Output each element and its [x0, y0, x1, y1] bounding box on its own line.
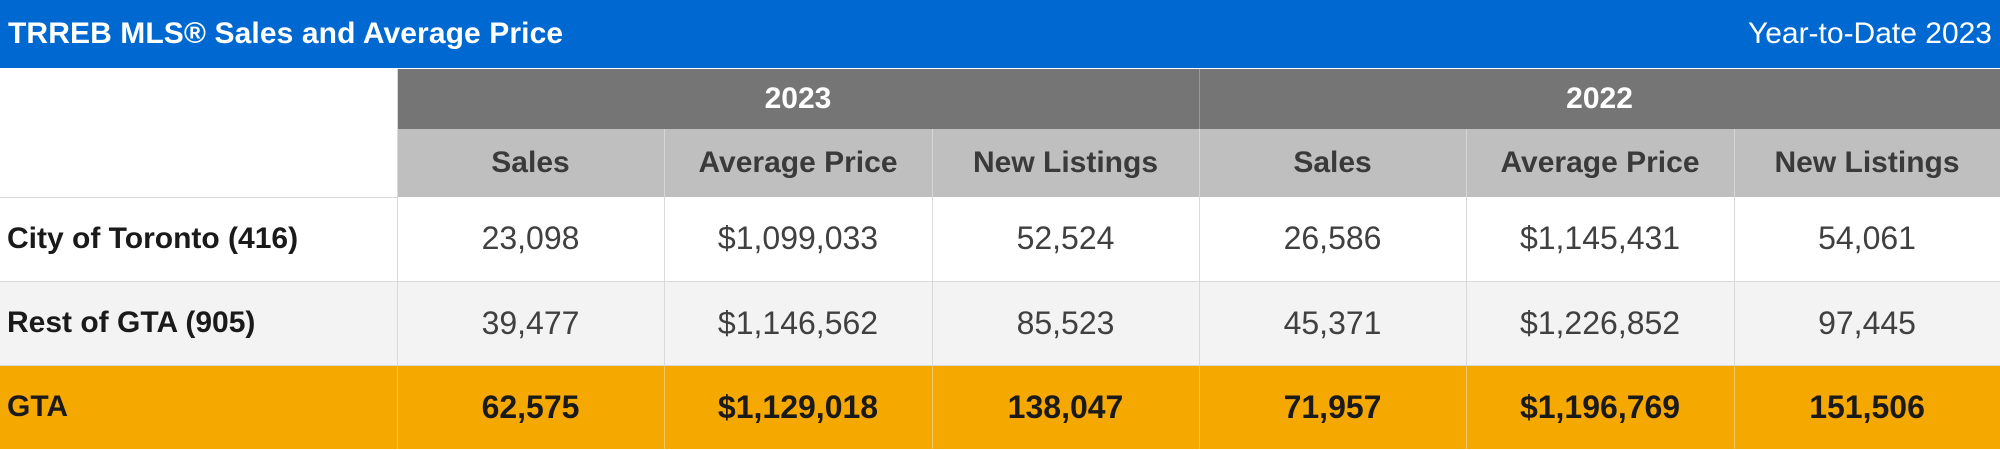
- table-row-gta-total: GTA 62,575 $1,129,018 138,047 71,957 $1,…: [0, 365, 2000, 449]
- cell-new-listings-2023: 85,523: [932, 281, 1200, 366]
- period-label: Year-to-Date 2023: [1747, 17, 1992, 50]
- column-header-new-listings-2022: New Listings: [1734, 129, 2000, 197]
- cell-sales-2023: 23,098: [397, 197, 665, 282]
- cell-sales-2022: 71,957: [1199, 365, 1467, 449]
- table-row-city-of-toronto: City of Toronto (416) 23,098 $1,099,033 …: [0, 197, 2000, 282]
- cell-sales-2023: 39,477: [397, 281, 665, 366]
- year-header-row: 2023 2022: [0, 69, 2000, 198]
- column-header-sales-2023: Sales: [397, 129, 665, 197]
- year-header-2022: 2022: [1199, 69, 2000, 129]
- column-header-row: Sales Average Price New Listings Sales A…: [0, 129, 2000, 197]
- cell-average-price-2023: $1,146,562: [664, 281, 933, 366]
- column-header-average-price-2023: Average Price: [664, 129, 933, 197]
- sales-table: 2023 2022 Sales Average Price New Listin…: [0, 69, 2000, 449]
- row-label: GTA: [0, 365, 398, 449]
- cell-average-price-2023: $1,129,018: [664, 365, 933, 449]
- row-label: Rest of GTA (905): [0, 281, 398, 366]
- cell-sales-2022: 26,586: [1199, 197, 1467, 282]
- cell-average-price-2022: $1,226,852: [1466, 281, 1735, 366]
- year-header-2023: 2023: [397, 69, 1200, 129]
- cell-average-price-2022: $1,196,769: [1466, 365, 1735, 449]
- cell-new-listings-2022: 54,061: [1734, 197, 2000, 282]
- table-title: TRREB MLS® Sales and Average Price: [8, 17, 564, 50]
- cell-sales-2022: 45,371: [1199, 281, 1467, 366]
- cell-average-price-2022: $1,145,431: [1466, 197, 1735, 282]
- column-header-average-price-2022: Average Price: [1466, 129, 1735, 197]
- table-row-rest-of-gta: Rest of GTA (905) 39,477 $1,146,562 85,5…: [0, 281, 2000, 366]
- cell-new-listings-2022: 97,445: [1734, 281, 2000, 366]
- corner-cell: [0, 69, 398, 198]
- cell-new-listings-2023: 138,047: [932, 365, 1200, 449]
- title-bar: TRREB MLS® Sales and Average Price Year-…: [0, 0, 2000, 68]
- cell-new-listings-2022: 151,506: [1734, 365, 2000, 449]
- cell-sales-2023: 62,575: [397, 365, 665, 449]
- cell-average-price-2023: $1,099,033: [664, 197, 933, 282]
- column-header-sales-2022: Sales: [1199, 129, 1467, 197]
- column-header-new-listings-2023: New Listings: [932, 129, 1200, 197]
- cell-new-listings-2023: 52,524: [932, 197, 1200, 282]
- row-label: City of Toronto (416): [0, 197, 398, 282]
